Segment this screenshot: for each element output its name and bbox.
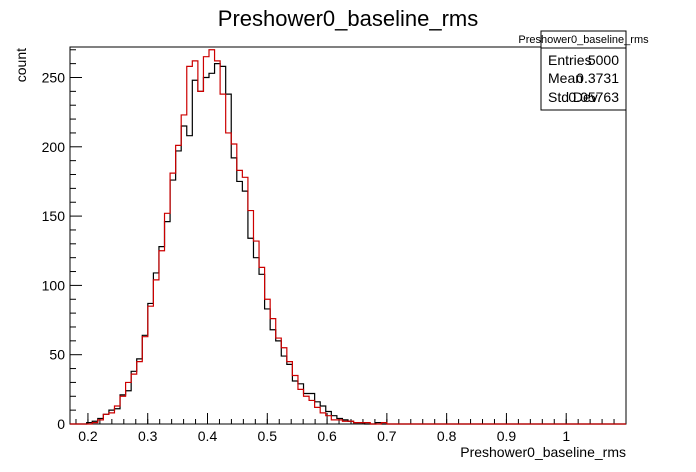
stats-stddev-value: 0.05763: [568, 89, 619, 105]
plot-frame: [69, 46, 627, 425]
y-axis: 0 50 100 150 200 250: [42, 49, 82, 432]
stats-mean-label: Mean: [548, 70, 583, 86]
y-tick-label: 200: [42, 139, 66, 155]
histogram-black: [70, 63, 626, 425]
x-tick-label: 0.7: [377, 428, 397, 444]
y-axis-label: count: [13, 48, 29, 82]
stats-box: Preshower0_baseline_rms Entries 5000 Mea…: [518, 30, 649, 111]
x-tick-label: 0.9: [497, 428, 517, 444]
stats-mean-value: 0.3731: [576, 70, 619, 86]
stats-box-title: Preshower0_baseline_rms: [518, 34, 649, 46]
x-tick-label: 0.3: [138, 428, 158, 444]
x-tick-label: 1: [562, 428, 570, 444]
x-axis: 0.2 0.3 0.4 0.5 0.6 0.7 0.8 0.9 1: [75, 413, 627, 444]
series-layer: [70, 49, 626, 425]
stats-entries-label: Entries: [548, 52, 592, 68]
y-tick-label: 50: [49, 347, 65, 363]
x-tick-label: 0.6: [317, 428, 337, 444]
y-tick-label: 250: [42, 69, 66, 85]
stats-stddev-label: Std Dev: [548, 89, 598, 105]
chart-title: Preshower0_baseline_rms: [218, 6, 478, 31]
x-tick-label: 0.8: [437, 428, 457, 444]
x-axis-label: Preshower0_baseline_rms: [460, 444, 626, 460]
x-tick-label: 0.4: [198, 428, 218, 444]
histogram-red: [70, 49, 626, 425]
stats-entries-value: 5000: [588, 52, 619, 68]
y-tick-label: 100: [42, 277, 66, 293]
x-tick-label: 0.5: [258, 428, 278, 444]
x-tick-label: 0.2: [78, 428, 98, 444]
y-tick-label: 150: [42, 208, 66, 224]
y-tick-label: 0: [57, 416, 65, 432]
